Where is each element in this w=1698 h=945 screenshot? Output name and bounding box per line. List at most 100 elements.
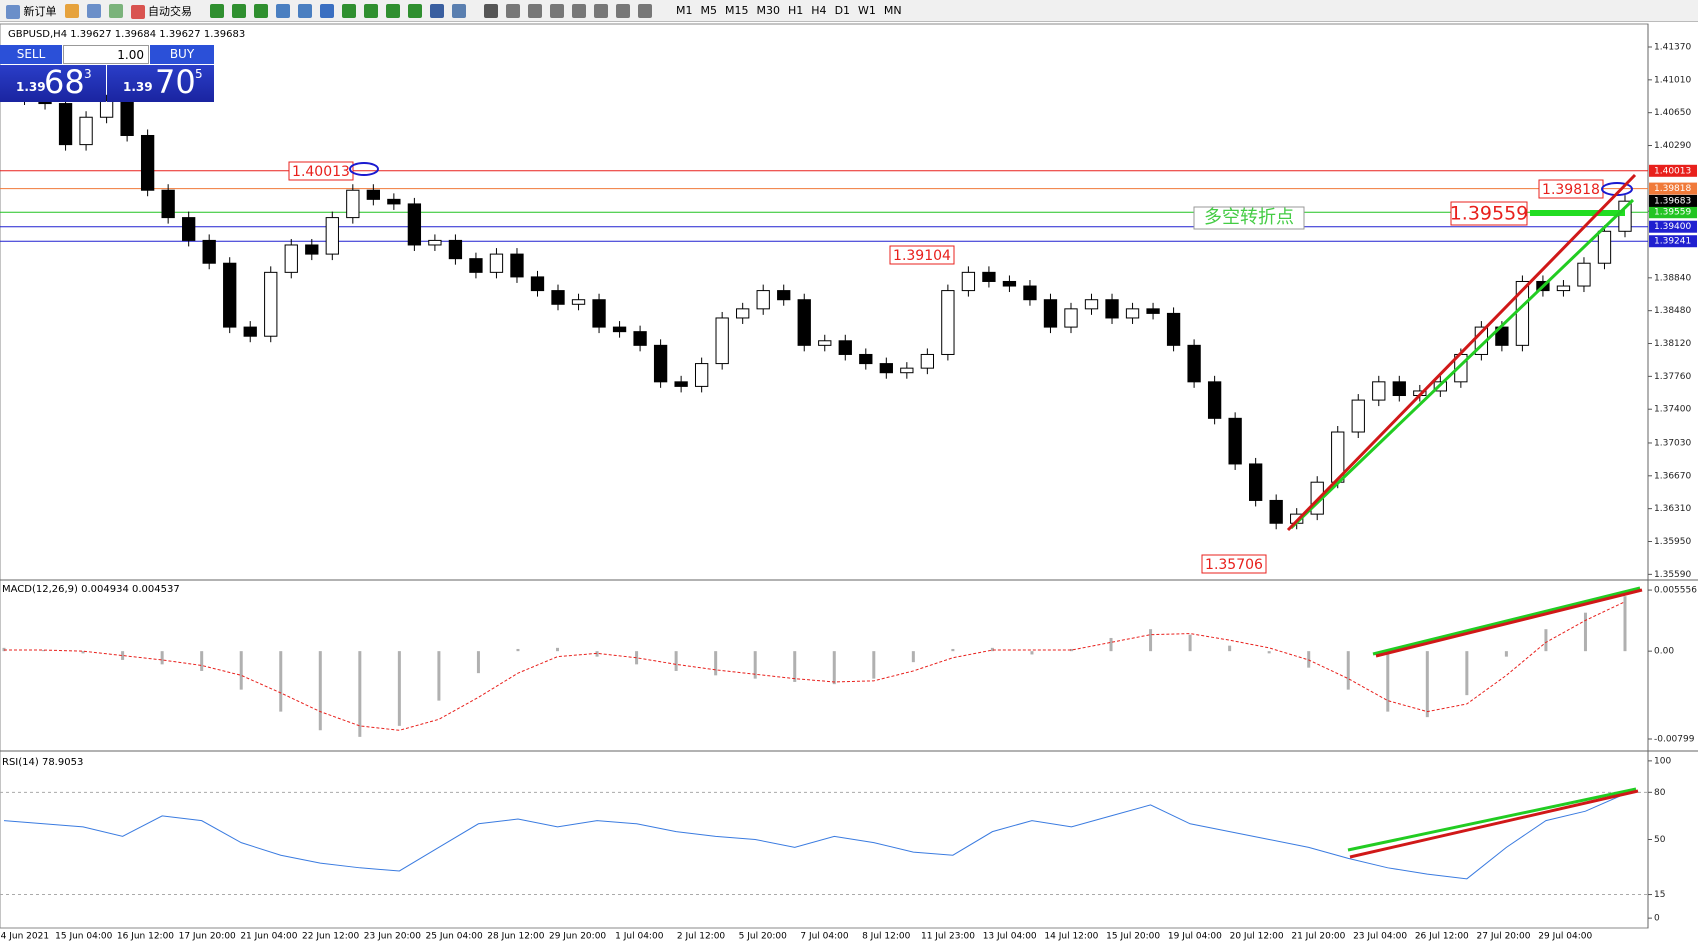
candle-body [1351,399,1365,433]
annotation: 1.39104 [893,248,951,264]
bid-quote[interactable]: 1.39 68 3 [0,63,106,102]
candle-body [530,276,545,292]
candle-body [1187,344,1201,383]
candle-body [612,326,627,333]
candle-body [571,299,586,305]
annotation: 多空转折点 [1204,207,1294,228]
y-tick-label: 1.38480 [1654,306,1691,316]
x-tick-label: 22 Jun 12:00 [302,932,359,942]
sell-button[interactable]: SELL [0,45,62,64]
main-title: GBPUSD,H4 1.39627 1.39684 1.39627 1.3968… [8,29,245,40]
x-tick-label: 28 Jun 12:00 [487,932,544,942]
y-tick-label: -0.00799 [1654,734,1695,744]
candle-body [694,363,709,387]
annotation-box [1201,554,1267,574]
candle-body [736,308,750,319]
level-tag-label: 1.39818 [1654,184,1691,194]
candle-body [448,239,463,260]
candle-body [1228,417,1242,465]
candle-body [941,290,955,355]
y-tick-label: 1.38840 [1654,273,1691,283]
candle-body [202,239,216,264]
candle-body [510,253,524,278]
candle-body [305,244,319,255]
candle-body [387,198,401,205]
annotation-box [889,245,955,265]
auto-trading-label: 自动交易 [148,4,192,18]
x-tick-label: 17 Jun 20:00 [179,932,236,942]
trade-panel: SELL 1.00 BUY 1.39 68 3 1.39 70 5 [0,45,214,102]
x-tick-label: 21 Jul 20:00 [1291,932,1345,942]
y-tick-label: 0.005556 [1654,586,1697,596]
y-tick-label: 1.35950 [1654,537,1691,547]
candle-body [1064,308,1078,328]
candle-body [1084,299,1099,310]
x-tick-label: 2 Jul 12:00 [677,932,726,942]
candle-body [838,340,852,355]
timeframe-button[interactable]: M1 [676,4,693,17]
candle-body [592,299,606,328]
candle-body [489,253,504,273]
marker-ellipse [349,162,379,176]
candle-body [1146,308,1160,314]
current-price-label: 1.39683 [1654,196,1691,206]
candle-body [79,116,93,146]
x-tick-label: 13 Jul 04:00 [983,932,1037,942]
ask-quote[interactable]: 1.39 70 5 [107,63,214,102]
current-price-tag [1649,194,1697,207]
y-tick-label: 1.37760 [1654,372,1691,382]
candle-body [243,326,257,337]
annotation: 1.35706 [1205,557,1263,573]
candle-body [346,189,360,219]
candle-body [1207,381,1222,419]
level-tag-label: 1.39241 [1654,237,1691,247]
timeframe-button[interactable]: H1 [788,4,804,17]
trend-arrow [1349,789,1639,859]
candle-body [900,367,914,374]
toolbar: 新订单 自动交易 M1 M5 M15 M30 H1 H4 D1 W1 MN [0,0,1698,22]
level-tag [1649,206,1697,219]
candle-body [551,290,565,305]
candle-body [1166,312,1181,346]
candle-body [325,217,339,255]
annotation-box [1193,206,1305,230]
annotation-box [288,161,354,181]
x-tick-label: 15 Jun 04:00 [55,932,112,942]
y-tick-label: 1.37030 [1654,438,1691,448]
y-tick-label: 1.38120 [1654,339,1691,349]
level-tag-label: 1.39559 [1654,208,1691,218]
candle-body [284,244,298,273]
ask-pips: 70 [155,63,196,101]
x-tick-label: 11 Jul 23:00 [921,932,975,942]
candle-body [633,331,647,346]
candle-body [161,189,175,219]
x-tick-label: 19 Jul 04:00 [1168,932,1222,942]
bid-pips: 68 [44,63,85,101]
candle-body [879,363,893,374]
trend-arrow [1286,173,1637,532]
annotation: 1.40013 [292,164,350,180]
buy-button[interactable]: BUY [150,45,214,64]
y-tick-label: 1.37400 [1654,405,1691,415]
x-tick-label: 26 Jul 12:00 [1415,932,1469,942]
auto-trading-button[interactable]: 自动交易 [130,3,192,19]
timeframe-button[interactable]: H4 [811,4,827,17]
timeframe-button[interactable]: M15 [725,4,749,17]
new-order-label: 新订单 [23,4,57,18]
timeframe-button[interactable]: MN [883,4,902,17]
timeframe-button[interactable]: W1 [858,4,876,17]
y-tick-label: 50 [1654,835,1666,845]
new-order-button[interactable]: 新订单 [6,3,57,19]
candle-body [1023,285,1037,301]
annotation-box [1450,201,1528,226]
timeframe-bar: M1 M5 M15 M30 H1 H4 D1 W1 MN [672,4,906,17]
timeframe-button[interactable]: D1 [834,4,851,17]
timeframe-button[interactable]: M5 [700,4,718,17]
annotation: 1.39818 [1542,182,1600,198]
lots-input[interactable]: 1.00 [63,45,149,64]
y-tick-label: 0.00 [1654,647,1674,657]
candle-body [674,381,688,387]
level-tag-label: 1.40013 [1654,166,1691,176]
timeframe-button[interactable]: M30 [756,4,781,17]
bid-point: 3 [84,67,92,81]
